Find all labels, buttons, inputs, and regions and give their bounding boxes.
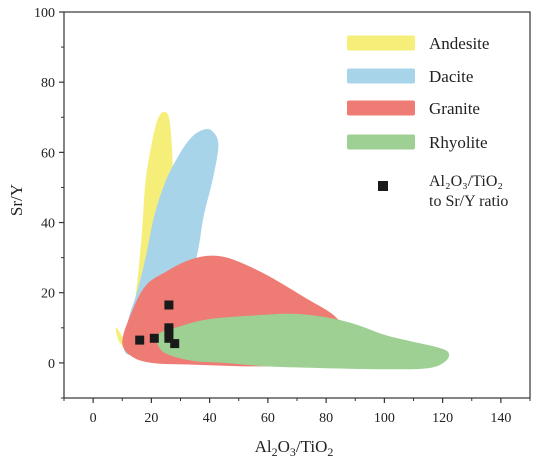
x-tick-label: 100 — [374, 411, 395, 426]
points-layer — [135, 300, 180, 349]
legend-label-ratio-line2: to Sr/Y ratio — [429, 193, 508, 210]
legend-swatch-rhyolite — [347, 134, 415, 150]
legend-swatch-andesite — [347, 35, 415, 51]
legend-marker-ratio — [378, 181, 388, 191]
legend: Andesite Dacite Granite Rhyolite Al₂O₃/TiO₂ t… — [347, 34, 508, 210]
data-point — [170, 339, 180, 349]
data-point — [149, 333, 159, 343]
y-tick-label: 100 — [34, 6, 55, 21]
ticks-layer: 0 20 40 60 80 100 120 140 0 20 40 60 80 100 — [34, 6, 531, 426]
x-tick-label: 40 — [203, 411, 217, 426]
y-tick-label: 0 — [48, 357, 55, 372]
legend-label-andesite: Andesite — [429, 34, 489, 53]
legend-swatch-dacite — [347, 68, 415, 84]
x-tick-label: 60 — [261, 411, 275, 426]
data-point — [135, 335, 145, 345]
field-andesite — [115, 111, 174, 348]
y-tick-label: 20 — [41, 287, 55, 302]
field-rhyolite — [155, 313, 450, 370]
data-point — [164, 333, 174, 343]
x-tick-label: 140 — [490, 411, 511, 426]
x-tick-label: 120 — [432, 411, 453, 426]
data-point — [164, 326, 174, 336]
data-point — [164, 300, 174, 310]
y-tick-label: 60 — [41, 146, 55, 161]
legend-swatch-granite — [347, 100, 415, 116]
legend-label-granite: Granite — [429, 99, 480, 118]
y-axis-title: Sr/Y — [7, 184, 26, 216]
x-tick-label: 0 — [90, 411, 97, 426]
legend-label-ratio-line1: Al₂O₃/TiO₂ — [429, 173, 503, 190]
y-tick-label: 80 — [41, 76, 55, 91]
x-axis-title: Al2O3/TiO2 — [255, 437, 334, 459]
y-tick-label: 40 — [41, 217, 55, 232]
x-tick-label: 20 — [144, 411, 158, 426]
legend-label-rhyolite: Rhyolite — [429, 133, 488, 152]
legend-label-dacite: Dacite — [429, 67, 473, 86]
fields-layer — [115, 111, 450, 370]
x-tick-label: 80 — [319, 411, 333, 426]
